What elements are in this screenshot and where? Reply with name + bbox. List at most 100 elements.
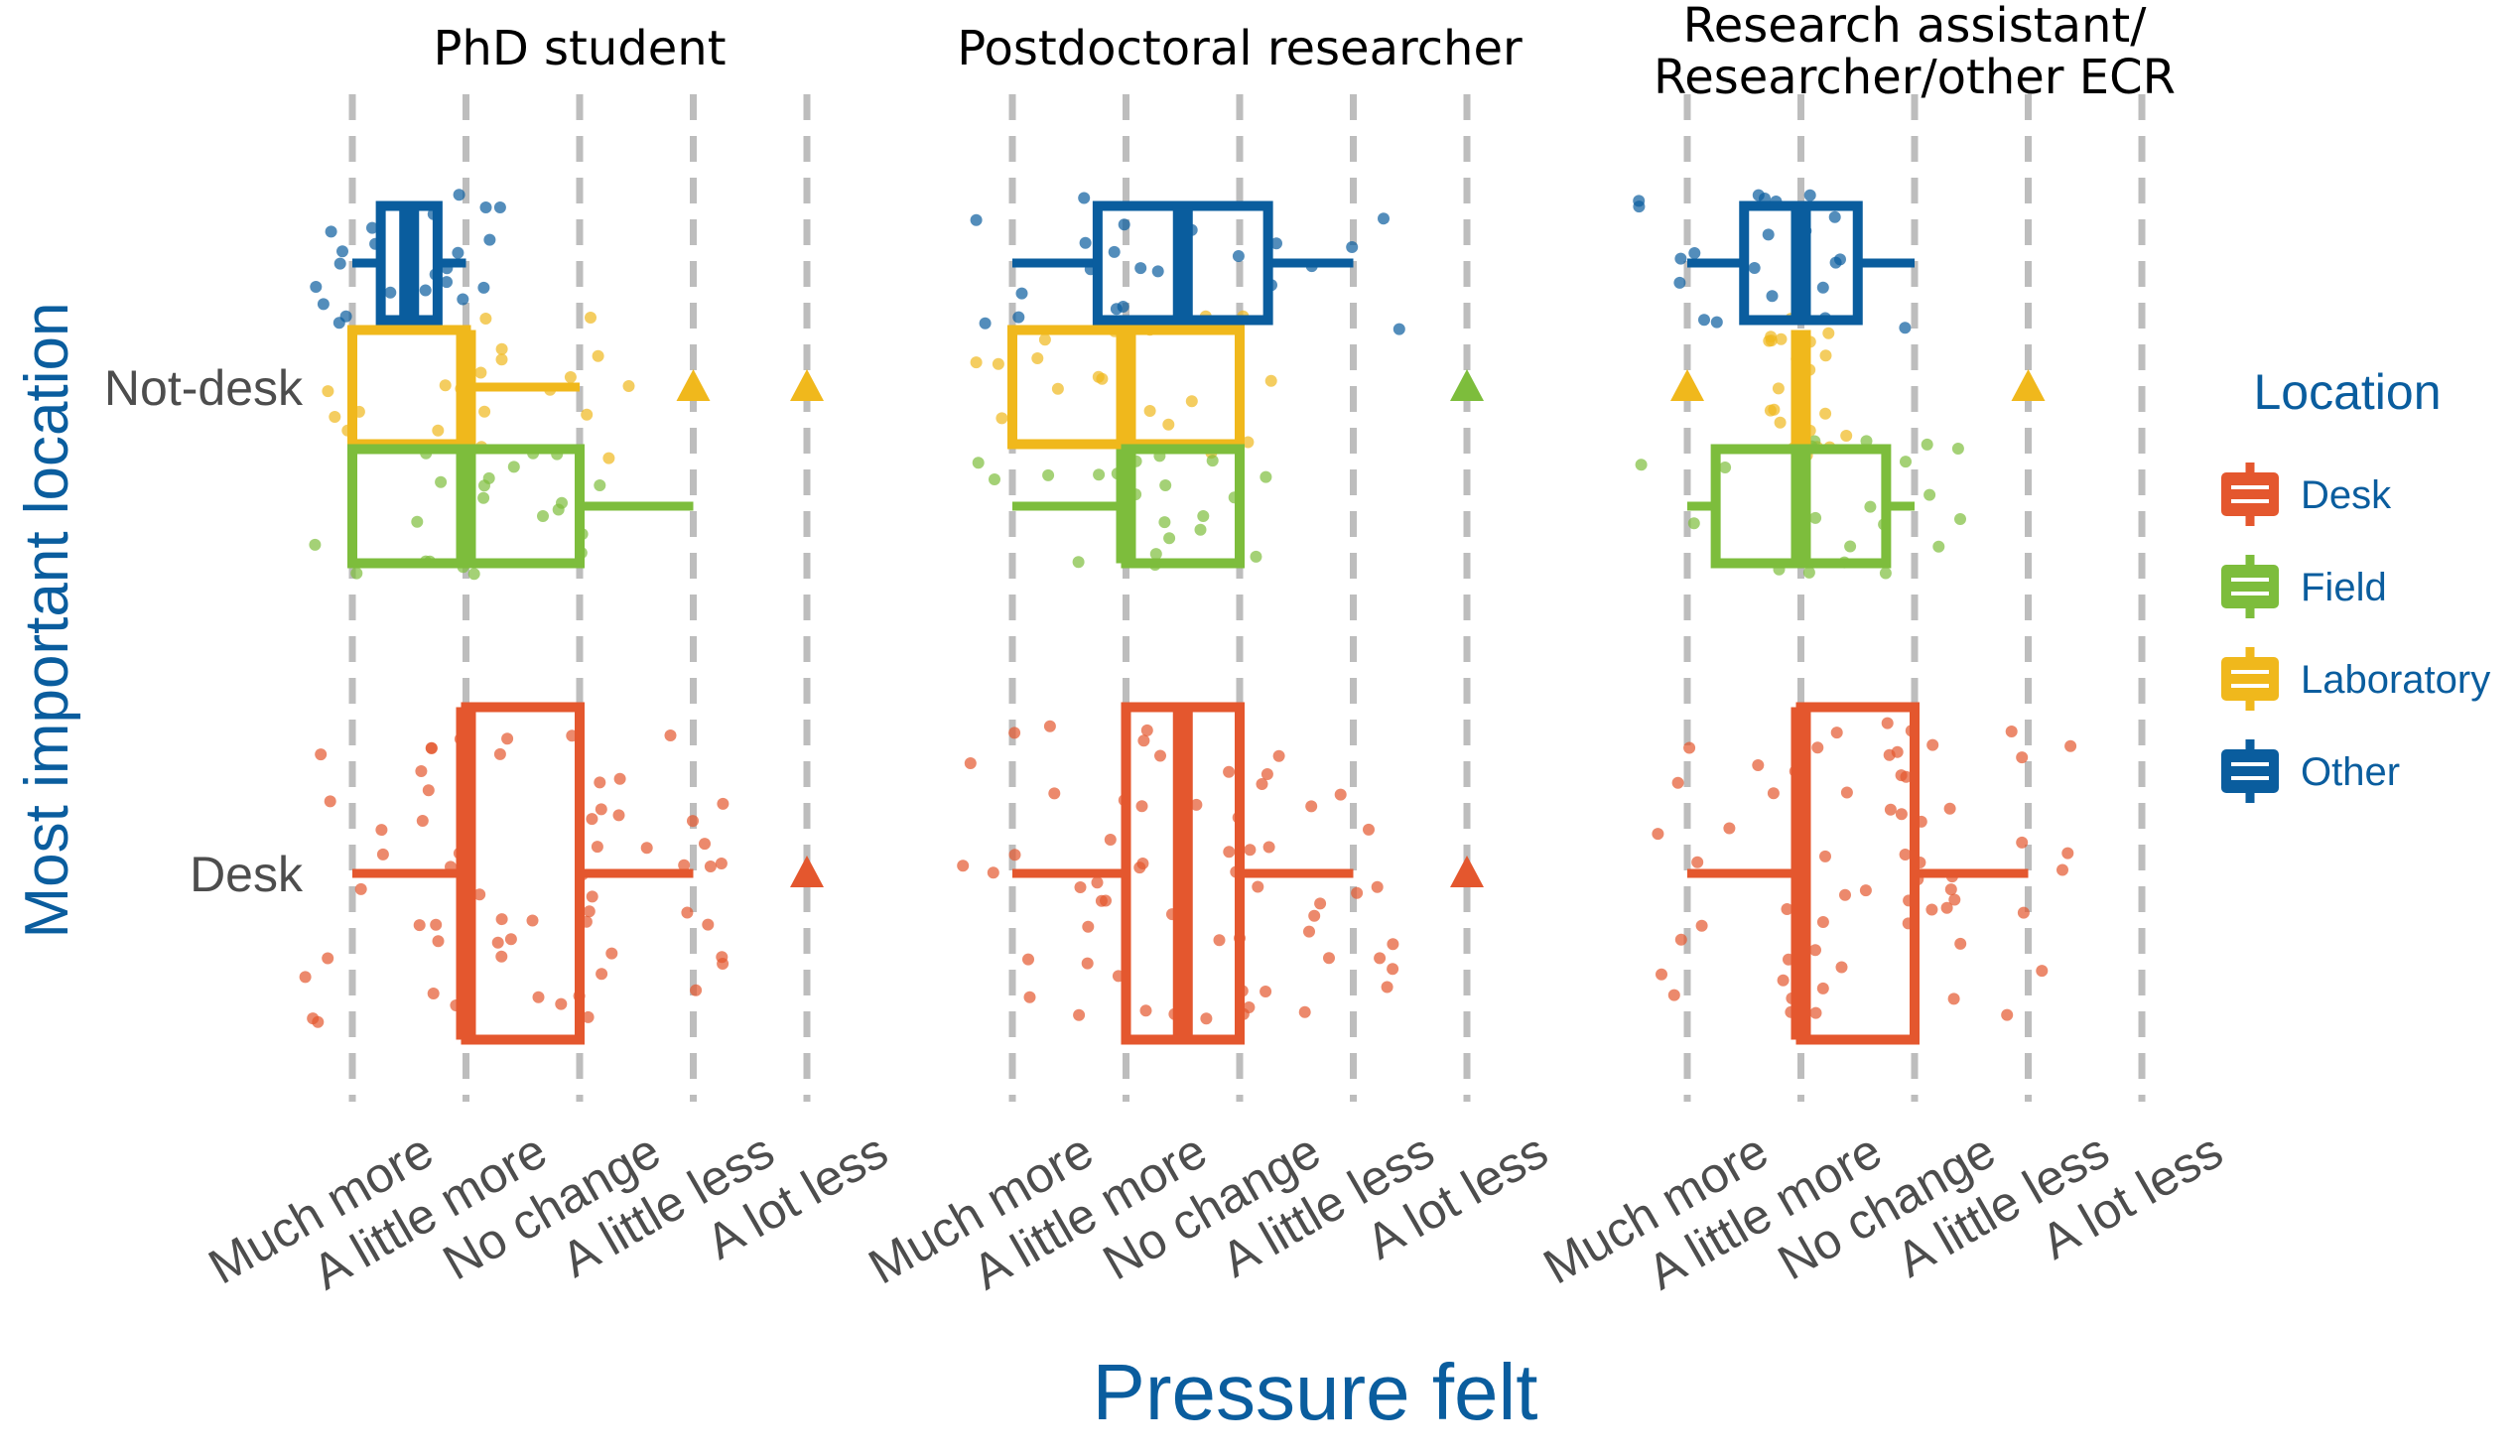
data-point: [366, 221, 378, 234]
data-point: [1242, 436, 1255, 449]
data-point: [1190, 798, 1203, 811]
data-point: [555, 997, 568, 1010]
data-point: [1688, 247, 1701, 259]
data-point: [596, 968, 608, 981]
data-point: [1213, 934, 1226, 947]
data-point: [1925, 903, 1938, 916]
data-point: [1652, 828, 1664, 841]
data-point: [350, 567, 363, 580]
legend-label: Other: [2301, 750, 2400, 794]
data-point: [1723, 822, 1736, 835]
data-point: [1879, 567, 1892, 580]
data-point: [1926, 738, 1939, 751]
data-point: [1884, 803, 1897, 816]
data-point: [1671, 776, 1684, 789]
data-point: [1816, 916, 1829, 928]
data-point: [1698, 314, 1710, 327]
legend-key-desk: [2221, 463, 2279, 526]
data-point: [375, 824, 388, 837]
mean-marker: [676, 369, 711, 401]
data-point: [992, 357, 1004, 370]
mean-marker: [1450, 369, 1484, 401]
data-point: [1932, 540, 1945, 553]
data-point: [504, 933, 517, 946]
data-point: [427, 988, 440, 999]
data-point: [1719, 462, 1732, 473]
data-point: [322, 385, 334, 398]
panel-research-assistant-researcher-other-ecr: Research assistant/Researcher/other ECRM…: [1534, 0, 2232, 1300]
box-field: [1012, 444, 1245, 569]
data-point: [687, 815, 699, 828]
data-point: [339, 310, 352, 323]
data-point: [441, 276, 453, 289]
data-point: [1270, 237, 1282, 250]
data-point: [964, 757, 977, 769]
data-point: [526, 914, 539, 927]
data-point: [2061, 847, 2074, 860]
data-point: [1860, 435, 1873, 448]
data-point: [1163, 532, 1176, 545]
data-point: [1081, 957, 1094, 970]
data-point: [1923, 488, 1936, 501]
data-point: [1752, 189, 1765, 201]
data-point: [1118, 218, 1130, 231]
data-point: [1830, 727, 1843, 739]
data-point: [1093, 468, 1106, 481]
data-point: [957, 860, 970, 872]
data-point: [564, 371, 577, 383]
data-point: [987, 866, 999, 879]
data-point: [435, 475, 448, 488]
data-point: [483, 233, 496, 246]
data-point: [1272, 749, 1285, 762]
data-point: [1139, 1004, 1152, 1017]
data-point: [1048, 787, 1061, 800]
data-point: [1110, 303, 1123, 316]
data-point: [1948, 893, 1961, 906]
data-point: [1334, 788, 1347, 801]
data-point: [1954, 937, 1967, 950]
legend-label: Laboratory: [2301, 658, 2490, 702]
data-point: [1256, 778, 1268, 790]
data-point: [1096, 372, 1109, 385]
data-point: [2017, 906, 2030, 919]
data-point: [1768, 403, 1781, 416]
data-point: [1951, 443, 1964, 455]
data-point: [495, 353, 508, 366]
data-point: [1252, 880, 1264, 893]
data-point: [1250, 550, 1262, 563]
data-point: [1635, 459, 1648, 471]
box-other: [352, 200, 466, 326]
data-point: [1840, 430, 1853, 442]
data-point: [376, 848, 389, 860]
data-point: [1947, 993, 1960, 1005]
data-point: [583, 905, 596, 918]
data-point: [1158, 516, 1171, 529]
data-point: [1921, 438, 1933, 451]
data-point: [1763, 334, 1776, 347]
data-point: [1940, 901, 1953, 914]
data-point: [1185, 395, 1198, 408]
data-point: [495, 950, 508, 963]
data-point: [453, 189, 465, 201]
data-point: [1051, 382, 1064, 395]
data-point: [333, 257, 346, 270]
data-point: [479, 201, 492, 213]
data-point: [1381, 981, 1393, 993]
data-point: [1154, 749, 1166, 762]
data-point: [1197, 510, 1210, 522]
data-point: [1674, 933, 1687, 946]
data-point: [329, 411, 341, 423]
data-point: [552, 503, 565, 516]
box-desk: [1687, 702, 2029, 1045]
data-point: [1816, 281, 1829, 294]
data-point: [482, 471, 495, 484]
data-point: [1835, 961, 1848, 974]
data-point: [1082, 920, 1095, 933]
data-point: [309, 538, 322, 551]
data-point: [425, 741, 438, 754]
data-point: [1108, 245, 1121, 258]
data-point: [1687, 517, 1700, 530]
data-point: [979, 317, 992, 330]
data-point: [493, 201, 506, 213]
